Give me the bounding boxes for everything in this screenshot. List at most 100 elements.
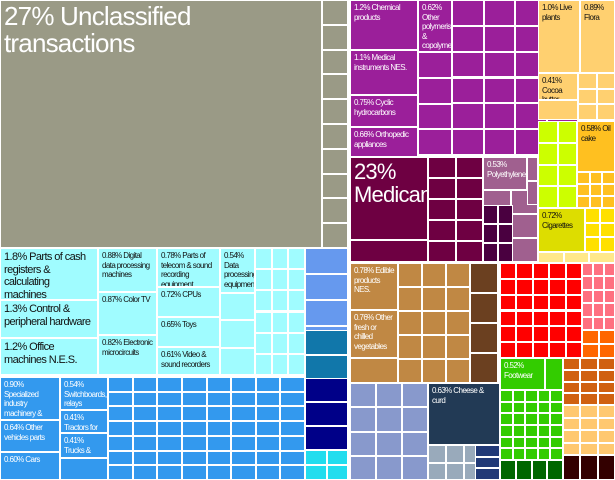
- treemap-cell: [446, 263, 470, 287]
- treemap-item: 0.58% Oil cake: [577, 121, 615, 172]
- treemap-cell: [510, 214, 538, 238]
- treemap-cell: [596, 104, 615, 120]
- treemap-cell: [525, 425, 538, 437]
- treemap-cell: [597, 417, 615, 430]
- treemap-cell: [255, 311, 272, 333]
- treemap-item: 0.82% Electronic microcircuits: [98, 335, 157, 375]
- treemap-item: 0.53% Polyethylene: [483, 157, 527, 190]
- treemap-cell: [549, 263, 566, 279]
- treemap-cell: [589, 184, 603, 196]
- treemap-cell: [305, 426, 348, 450]
- treemap-cell: [305, 402, 348, 426]
- treemap-item: 0.90% Specialized industry machinery & p…: [0, 377, 60, 420]
- treemap-item: 1.3% Control & peripheral hardware: [0, 300, 98, 338]
- treemap-cell: [418, 103, 452, 130]
- treemap-cell: [446, 287, 470, 311]
- treemap-cell: [206, 391, 232, 407]
- treemap-cell: [532, 278, 550, 295]
- treemap-cell: [206, 465, 232, 480]
- treemap-item: 0.72% CPUs: [157, 287, 220, 317]
- treemap-cell: [271, 353, 289, 375]
- treemap-cell: [108, 391, 133, 407]
- treemap-cell: [585, 237, 600, 252]
- treemap-cell: [132, 421, 158, 436]
- treemap-cell: [108, 435, 133, 451]
- treemap-cell: [181, 435, 207, 451]
- treemap-cell: [563, 417, 581, 430]
- treemap-cell: [350, 455, 376, 480]
- treemap-cell: [470, 353, 498, 383]
- treemap-cell: [350, 240, 428, 262]
- treemap-item: 0.64% Other vehicles parts: [0, 420, 60, 452]
- treemap-cell: [600, 208, 615, 223]
- treemap-cell: [108, 377, 133, 392]
- treemap-cell: [500, 294, 517, 311]
- treemap-cell: [516, 278, 533, 295]
- treemap-cell: [538, 121, 558, 143]
- treemap-cell: [565, 294, 582, 311]
- treemap-cell: [532, 342, 550, 358]
- treemap-cell: [280, 391, 305, 407]
- treemap-cell: [108, 421, 133, 436]
- treemap-cell: [157, 421, 182, 436]
- treemap-cell: [206, 406, 232, 422]
- treemap-cell: [220, 347, 255, 375]
- treemap-cell: [602, 196, 615, 208]
- treemap-cell: [582, 344, 599, 358]
- treemap-cell: [537, 436, 551, 449]
- treemap-cell: [206, 421, 232, 436]
- treemap-cell: [255, 465, 281, 480]
- treemap-cell: [593, 289, 604, 304]
- treemap-item: 0.54% Switchboards, relays: [60, 377, 108, 410]
- treemap-cell: [483, 243, 498, 262]
- treemap-cell: [305, 355, 348, 380]
- treemap-cell: [604, 303, 615, 317]
- treemap-cell: [398, 263, 422, 287]
- treemap-cell: [565, 263, 582, 279]
- treemap-cell: [446, 311, 470, 335]
- treemap-cell: [231, 377, 256, 392]
- treemap-cell: [322, 173, 348, 199]
- treemap-cell: [255, 435, 281, 451]
- treemap-cell: [597, 369, 615, 382]
- treemap-cell: [108, 465, 133, 480]
- treemap-cell: [500, 413, 513, 425]
- treemap-cell: [455, 178, 483, 199]
- treemap-cell: [475, 468, 500, 480]
- treemap-cell: [598, 330, 615, 344]
- treemap-cell: [452, 77, 484, 104]
- treemap-cell: [580, 417, 598, 430]
- treemap-item: 0.72% Cigarettes: [538, 208, 585, 252]
- treemap-cell: [288, 353, 305, 375]
- treemap-cell: [500, 310, 517, 327]
- treemap-cell: [500, 263, 517, 279]
- treemap-cell: [525, 413, 538, 425]
- treemap-cell: [597, 393, 615, 405]
- treemap-item: 0.66% Orthopedic appliances: [350, 127, 418, 157]
- treemap-cell: [577, 172, 590, 184]
- treemap-cell: [470, 323, 498, 353]
- treemap-cell: [231, 450, 256, 466]
- treemap-cell: [231, 435, 256, 451]
- treemap-cell: [500, 425, 513, 437]
- treemap-cell: [598, 344, 615, 358]
- treemap-cell: [577, 196, 590, 208]
- treemap-cell: [452, 103, 484, 130]
- treemap-cell: [350, 358, 398, 383]
- treemap-cell: [322, 223, 348, 248]
- treemap-cell: [498, 205, 513, 224]
- treemap-item: 23% Medicaments: [350, 157, 428, 240]
- treemap-cell: [563, 393, 581, 405]
- treemap-cell: [418, 52, 452, 78]
- treemap-cell: [475, 445, 500, 457]
- treemap-cell: [498, 243, 513, 262]
- treemap-cell: [280, 435, 305, 451]
- treemap-cell: [589, 252, 615, 263]
- treemap-cell: [538, 100, 578, 120]
- treemap-cell: [470, 293, 498, 323]
- treemap-cell: [602, 184, 615, 196]
- treemap-cell: [181, 450, 207, 466]
- treemap-cell: [322, 124, 348, 149]
- treemap-cell: [271, 311, 289, 333]
